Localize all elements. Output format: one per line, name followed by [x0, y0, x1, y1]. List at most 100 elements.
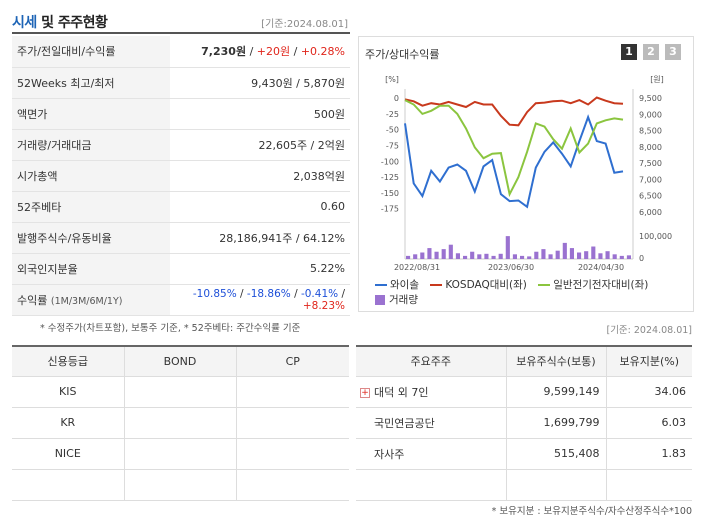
- y-left-tick-label: -100: [381, 157, 399, 166]
- volume-bar: [491, 255, 496, 259]
- chart-page-3-button[interactable]: 3: [665, 44, 681, 60]
- holder-shares: [505, 469, 606, 501]
- credit-header-cp: CP: [235, 345, 349, 377]
- volume-bar: [427, 248, 432, 259]
- chart-title: 주가/상대수익률: [365, 48, 440, 61]
- volume-bar: [505, 236, 510, 259]
- table-row: KIS: [12, 376, 349, 408]
- credit-bond: [123, 438, 236, 470]
- y-right-tick-label: 8,500: [639, 127, 662, 136]
- table-row: + 대덕 외 7인 9,599,149 34.06: [356, 376, 692, 408]
- volume-bar: [626, 255, 631, 259]
- credit-bond: [123, 469, 236, 501]
- table-row: 국민연금공단 1,699,799 6.03: [356, 407, 692, 439]
- mcap-label: 시가총액: [12, 160, 170, 192]
- volume-bar: [591, 246, 596, 259]
- price-value: 7,230원 / +20원 / +0.28%: [170, 36, 350, 68]
- holder-pct: 1.83: [605, 438, 692, 470]
- credit-cp: [235, 438, 349, 470]
- volume-bar: [548, 254, 553, 259]
- y-left-tick-label: -50: [386, 126, 399, 135]
- left-unit-label: [%]: [385, 75, 399, 84]
- footnote-basis: * 수정주가(차트포함), 보통주 기준, * 52주베타: 주간수익률 기준: [40, 323, 301, 334]
- volume-bar: [448, 244, 453, 259]
- y-left-tick-label: -175: [381, 205, 399, 214]
- legend-volume: 거래량: [375, 292, 418, 307]
- credit-cp: [235, 407, 349, 439]
- volume-bar: [477, 254, 482, 259]
- volume-bar: [520, 255, 525, 259]
- week52-label: 52Weeks 최고/최저: [12, 67, 170, 99]
- table-row: KR: [12, 407, 349, 439]
- holder-name: 자사주: [356, 438, 506, 470]
- volume-bar: [498, 253, 503, 259]
- chart-page-1-button[interactable]: 1: [621, 44, 637, 60]
- volume-bar: [434, 251, 439, 259]
- shares-value: 28,186,941주 / 64.12%: [170, 222, 350, 254]
- return-value: -10.85% / -18.86% / -0.41% / +8.23%: [170, 284, 350, 316]
- y-left-tick-label: -150: [381, 189, 399, 198]
- volume-bar: [470, 251, 475, 259]
- volume-bar: [577, 252, 582, 259]
- legend-stock-swatch: [375, 284, 387, 286]
- volume-bar: [541, 249, 546, 259]
- volume-bar: [463, 255, 468, 259]
- credit-rating-table: 신용등급 BOND CP KIS KR NICE: [12, 345, 349, 501]
- table-row: 자사주 515,408 1.83: [356, 438, 692, 470]
- table-row: [12, 469, 349, 501]
- holder-shares: 515,408: [505, 438, 606, 470]
- face-label: 액면가: [12, 98, 170, 130]
- y-right-tick-label: 8,000: [639, 143, 662, 152]
- volume-bar: [555, 250, 560, 259]
- section-header: 시세 및 주주현황 [기준:2024.08.01]: [12, 12, 350, 34]
- volume-bar: [605, 251, 610, 259]
- stock-series-line: [404, 114, 624, 209]
- volume-bar: [619, 255, 624, 259]
- credit-cp: [235, 469, 349, 501]
- expand-icon[interactable]: +: [360, 387, 370, 398]
- holder-name[interactable]: + 대덕 외 7인: [356, 376, 506, 408]
- holders-header-name: 주요주주: [356, 345, 506, 377]
- y-left-tick-label: -75: [386, 142, 399, 151]
- chart-page-2-button[interactable]: 2: [643, 44, 659, 60]
- face-value: 500원: [170, 98, 350, 130]
- y-right-tick-label: 7,000: [639, 175, 662, 184]
- volume-bar: [562, 242, 567, 259]
- credit-agency: KR: [12, 407, 124, 439]
- volume-bar: [612, 254, 617, 259]
- summary-table: 주가/전일대비/수익률 7,230원 / +20원 / +0.28% 52Wee…: [12, 36, 350, 316]
- y-right-tick-label: 9,500: [639, 94, 662, 103]
- y-right-tick-label: 7,500: [639, 159, 662, 168]
- volume-tick-label: 100,000: [639, 232, 672, 241]
- chart-base-date: [기준: 2024.08.01]: [606, 325, 692, 336]
- volume-bar: [484, 253, 489, 259]
- credit-agency: [12, 469, 124, 501]
- legend-sector: 일반전기전자대비(좌): [538, 277, 648, 292]
- footnote-holding: * 보유지분 : 보유지분주식수/자수산정주식수*100: [491, 506, 692, 517]
- volume-bar: [413, 254, 418, 259]
- holder-name: 국민연금공단: [356, 407, 506, 439]
- volume-bar: [420, 252, 425, 259]
- price-label: 주가/전일대비/수익률: [12, 36, 170, 68]
- holder-name: [356, 469, 506, 501]
- kosdaq-series-line: [404, 96, 624, 127]
- beta-label: 52주베타: [12, 191, 170, 223]
- beta-value: 0.60: [170, 191, 350, 223]
- credit-agency: NICE: [12, 438, 124, 470]
- volume-bar: [406, 255, 411, 259]
- volume-bar: [584, 251, 589, 259]
- shareholders-table: 주요주주 보유주식수(보통) 보유지분(%) + 대덕 외 7인 9,599,14…: [356, 345, 692, 501]
- credit-bond: [123, 407, 236, 439]
- return-label: 수익률 (1M/3M/6M/1Y): [12, 284, 170, 316]
- chart-panel: 주가/상대수익률 1 2 3 [%] [원] 0 -25 -50 -75 -100 -125 -…: [358, 36, 694, 312]
- y-right-tick-label: 6,500: [639, 192, 662, 201]
- legend-kosdaq: KOSDAQ대비(좌): [430, 277, 527, 292]
- volume-bar: [598, 253, 603, 259]
- holder-pct: 6.03: [605, 407, 692, 439]
- y-right-tick-label: 6,000: [639, 208, 662, 217]
- table-row: NICE: [12, 438, 349, 470]
- x-tick-label: 2023/06/30: [488, 263, 534, 272]
- foreign-label: 외국인지분율: [12, 253, 170, 285]
- right-unit-label: [원]: [650, 75, 664, 84]
- holder-pct: [605, 469, 692, 501]
